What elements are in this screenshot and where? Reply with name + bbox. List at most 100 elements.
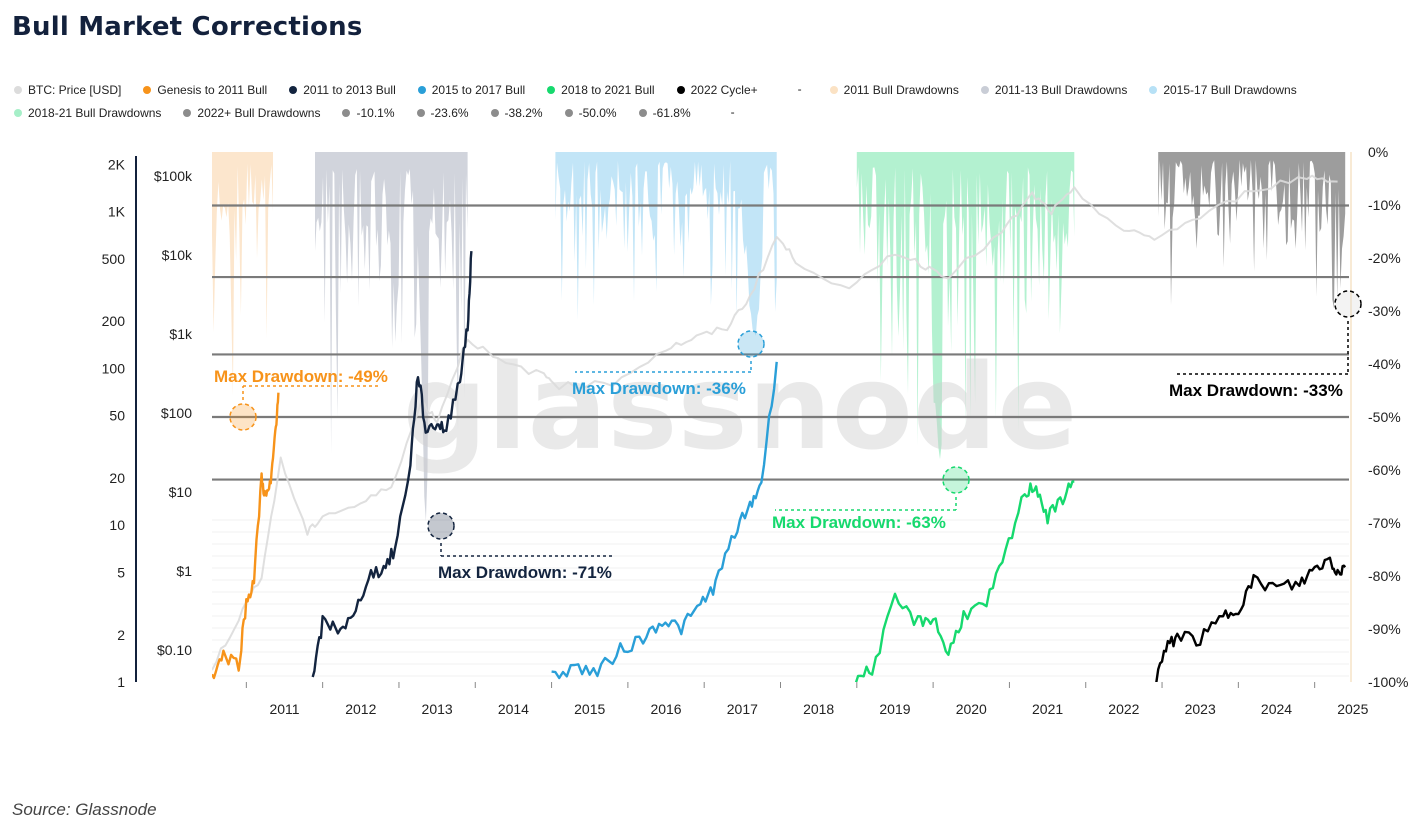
legend-item[interactable]: 2022 Cycle+ bbox=[676, 82, 758, 97]
max-drawdown-label: Max Drawdown: -36% bbox=[572, 379, 746, 398]
legend-label: 2015 to 2017 Bull bbox=[431, 82, 526, 97]
x-tick-label: 2022 bbox=[1108, 701, 1139, 717]
legend-label: 2022+ Bull Drawdowns bbox=[197, 105, 321, 120]
y-left-outer-tick-label: 1K bbox=[108, 204, 126, 220]
legend-dot-icon bbox=[342, 108, 351, 117]
legend-item[interactable]: 2015 to 2017 Bull bbox=[417, 82, 526, 97]
y-right-tick-label: -30% bbox=[1368, 303, 1401, 319]
series-line bbox=[212, 392, 280, 680]
x-tick-label: 2011 bbox=[269, 701, 299, 717]
legend-dot-icon bbox=[638, 108, 647, 117]
x-tick-label: 2012 bbox=[345, 701, 376, 717]
max-drawdown-label: Max Drawdown: -71% bbox=[438, 563, 612, 582]
y-right-tick-label: -20% bbox=[1368, 250, 1401, 266]
y-left-inner-tick-label: $10 bbox=[169, 484, 193, 500]
legend-label: 2011 Bull Drawdowns bbox=[843, 82, 959, 97]
max-drawdown-marker-icon bbox=[942, 466, 970, 494]
x-tick-label: 2023 bbox=[1185, 701, 1216, 717]
legend-label: 2011-13 Bull Drawdowns bbox=[994, 82, 1128, 97]
legend-item[interactable]: 2015-17 Bull Drawdowns bbox=[1149, 82, 1297, 97]
legend-item[interactable]: BTC: Price [USD] bbox=[14, 82, 121, 97]
series-line bbox=[551, 361, 778, 680]
price-lines bbox=[212, 174, 1347, 682]
legend-item[interactable]: -61.8% bbox=[638, 105, 691, 120]
y-right-tick-label: -100% bbox=[1368, 674, 1408, 690]
legend-label: 2018 to 2021 Bull bbox=[561, 82, 655, 97]
legend-item[interactable]: -23.6% bbox=[416, 105, 469, 120]
y-left-inner-tick-label: $1 bbox=[176, 563, 192, 579]
y-right-tick-label: 0% bbox=[1368, 144, 1388, 160]
drawdown-area bbox=[212, 152, 273, 396]
legend-item[interactable]: 2011 to 2013 Bull bbox=[289, 82, 396, 97]
legend-item[interactable]: -50.0% bbox=[564, 105, 617, 120]
y-left-inner-tick-label: $10k bbox=[162, 247, 193, 263]
legend-item[interactable]: 2018-21 Bull Drawdowns bbox=[14, 105, 161, 120]
legend-dot-icon bbox=[416, 108, 425, 117]
x-tick-label: 2020 bbox=[956, 701, 987, 717]
drawdown-areas bbox=[212, 152, 1346, 522]
legend-dot-icon bbox=[289, 85, 298, 94]
legend-label: Genesis to 2011 Bull bbox=[157, 82, 268, 97]
grid-lines bbox=[212, 519, 1349, 677]
max-drawdown-marker-icon bbox=[737, 330, 765, 358]
legend-label: -23.6% bbox=[430, 105, 469, 120]
legend-item[interactable]: 2022+ Bull Drawdowns bbox=[183, 105, 320, 120]
fib-levels bbox=[212, 204, 1349, 481]
legend-dot-icon bbox=[417, 85, 426, 94]
drawdown-area bbox=[555, 152, 777, 336]
max-drawdown-label: Max Drawdown: -33% bbox=[1169, 381, 1343, 400]
chart-title: Bull Market Corrections bbox=[12, 12, 363, 42]
legend-item[interactable]: 2011 Bull Drawdowns bbox=[829, 82, 959, 97]
y-right-tick-label: -40% bbox=[1368, 356, 1401, 372]
series-line bbox=[1155, 556, 1347, 682]
legend-label: 2011 to 2013 Bull bbox=[303, 82, 396, 97]
legend-dot-icon bbox=[1149, 85, 1158, 94]
max-drawdown-marker-icon bbox=[427, 512, 455, 540]
y-left-inner-tick-label: $1k bbox=[169, 326, 193, 342]
y-left-inner-tick-label: $100k bbox=[154, 168, 193, 184]
legend-item[interactable]: -10.1% bbox=[342, 105, 395, 120]
max-drawdown-label: Max Drawdown: -63% bbox=[772, 513, 946, 532]
y-right-tick-label: -50% bbox=[1368, 409, 1401, 425]
source-note: Source: Glassnode bbox=[12, 800, 157, 819]
drawdown-area bbox=[1158, 152, 1346, 309]
x-tick-label: 2025 bbox=[1337, 701, 1368, 717]
drawdown-area bbox=[315, 152, 468, 522]
legend-item[interactable]: - bbox=[731, 105, 735, 120]
x-tick-label: 2013 bbox=[422, 701, 453, 717]
watermark: glassnode bbox=[403, 338, 1078, 476]
y-left-outer-tick-label: 2K bbox=[108, 156, 126, 172]
x-tick-label: 2024 bbox=[1261, 701, 1292, 717]
y-left-inner-tick-label: $0.10 bbox=[157, 642, 192, 658]
y-right-tick-label: -60% bbox=[1368, 462, 1401, 478]
y-left-outer-tick-label: 10 bbox=[109, 517, 125, 533]
legend-label: 2022 Cycle+ bbox=[690, 82, 758, 97]
y-left-outer-tick-label: 100 bbox=[102, 360, 126, 376]
legend-label: -38.2% bbox=[504, 105, 543, 120]
legend-label: - bbox=[730, 105, 735, 119]
legend-dot-icon bbox=[14, 108, 22, 117]
legend-item[interactable]: Genesis to 2011 Bull bbox=[143, 82, 267, 97]
legend-dot-icon bbox=[980, 85, 989, 94]
legend-dot-icon bbox=[14, 85, 22, 94]
y-left-inner-tick-label: $100 bbox=[161, 405, 192, 421]
x-tick-label: 2018 bbox=[803, 701, 834, 717]
legend-item[interactable]: -38.2% bbox=[490, 105, 543, 120]
x-tick-label: 2016 bbox=[650, 701, 681, 717]
drawdown-area bbox=[856, 152, 1075, 460]
legend-dot-icon bbox=[183, 108, 192, 117]
legend-item[interactable]: - bbox=[798, 82, 802, 97]
legend-dot-icon bbox=[143, 85, 152, 94]
x-tick-label: 2015 bbox=[574, 701, 605, 717]
legend-label: - bbox=[797, 82, 802, 96]
legend-item[interactable]: 2011-13 Bull Drawdowns bbox=[980, 82, 1128, 97]
legend: BTC: Price [USD] Genesis to 2011 Bull 2011… bbox=[14, 82, 1414, 120]
legend-label: -10.1% bbox=[356, 105, 395, 120]
legend-item[interactable]: 2018 to 2021 Bull bbox=[547, 82, 655, 97]
y-right-tick-label: -80% bbox=[1368, 568, 1401, 584]
legend-label: -61.8% bbox=[652, 105, 691, 120]
y-right-tick-label: -70% bbox=[1368, 515, 1401, 531]
max-drawdown-marker-icon bbox=[229, 403, 257, 431]
legend-dot-icon bbox=[564, 108, 573, 117]
